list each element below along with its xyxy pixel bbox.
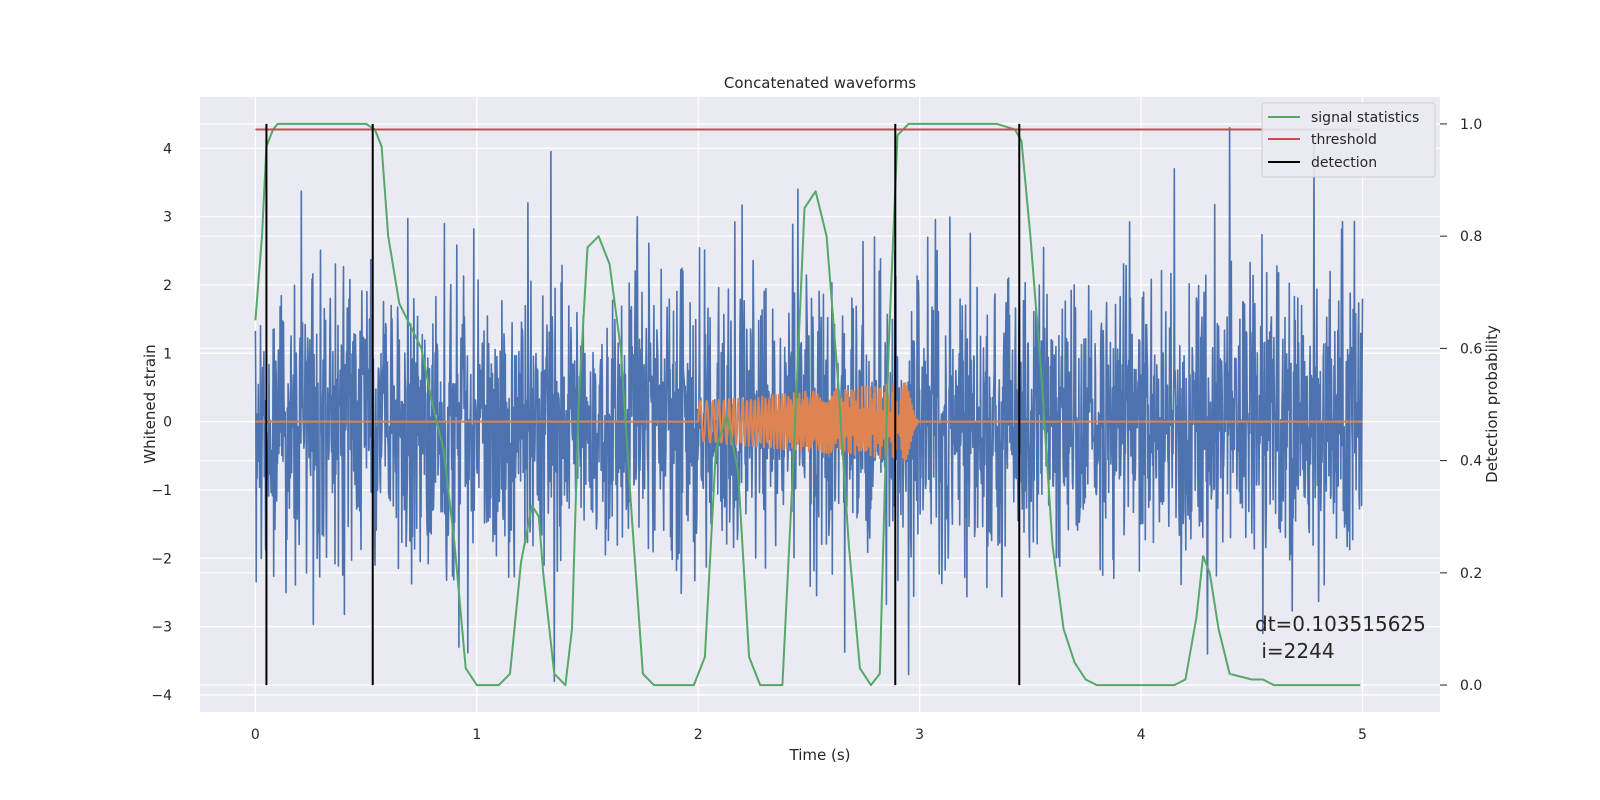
y-tick-label: −1 <box>151 483 172 499</box>
y-tick-label: −3 <box>151 620 172 636</box>
x-tick-label: 2 <box>694 727 703 743</box>
x-tick-label: 4 <box>1137 727 1146 743</box>
legend-label-signal-statistics: signal statistics <box>1311 110 1419 126</box>
legend-label-detection: detection <box>1311 155 1377 171</box>
annotation-i: i=2244 <box>1255 639 1335 663</box>
y2-tick-label: 0.4 <box>1460 454 1482 470</box>
chart-title: Concatenated waveforms <box>724 74 916 92</box>
y2-axis-label: Detection probability <box>1483 325 1501 483</box>
y-tick-label: 1 <box>163 346 172 362</box>
y2-tick-label: 0.0 <box>1460 678 1482 694</box>
legend: signal statistics threshold detection <box>1261 102 1436 178</box>
strain-noise-line <box>254 127 1364 683</box>
y2-tick-label: 0.2 <box>1460 566 1482 582</box>
y-tick-label: 3 <box>163 210 172 226</box>
y-tick-label: 2 <box>163 278 172 294</box>
x-axis-label: Time (s) <box>789 746 851 764</box>
y-axis-label: Whitened strain <box>141 344 159 463</box>
y2-tick-label: 1.0 <box>1460 117 1482 133</box>
signal-statistics-line <box>254 122 1361 687</box>
ticks: 0 1 2 3 4 5 4 3 2 1 0 −1 −2 −3 −4 1.0 0.8 0.6 0.4 0.2 0.0 <box>151 117 1482 743</box>
x-tick-label: 0 <box>251 727 260 743</box>
legend-box <box>1261 102 1436 178</box>
legend-label-threshold: threshold <box>1311 132 1377 148</box>
y-tick-label: −4 <box>151 688 172 704</box>
y-tick-label: 0 <box>163 415 172 431</box>
x-tick-label: 3 <box>915 727 924 743</box>
series-layer <box>254 122 1361 687</box>
y2-tick-label: 0.8 <box>1460 229 1482 245</box>
x-tick-label: 5 <box>1358 727 1367 743</box>
annotation-dt: dt=0.103515625 <box>1255 612 1426 636</box>
y2-tick-label: 0.6 <box>1460 341 1482 357</box>
x-tick-label: 1 <box>472 727 481 743</box>
y-tick-label: −2 <box>151 551 172 567</box>
strain-layer <box>254 127 1364 683</box>
y-tick-label: 4 <box>163 141 172 157</box>
injected-waveform-line <box>255 382 1363 462</box>
